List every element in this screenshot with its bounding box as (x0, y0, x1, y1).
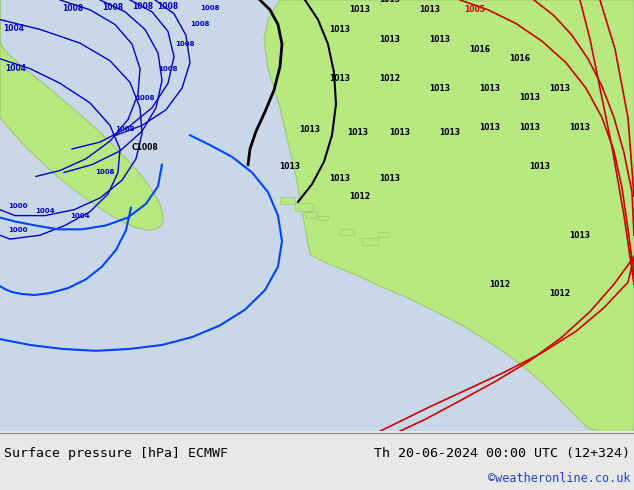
Polygon shape (305, 212, 317, 218)
Text: 1013: 1013 (380, 0, 401, 4)
Text: 1013: 1013 (519, 123, 541, 132)
Text: 1013: 1013 (439, 128, 460, 137)
Text: 1008: 1008 (200, 5, 219, 11)
Text: 1013: 1013 (330, 25, 351, 34)
Text: 1008: 1008 (158, 66, 178, 72)
Text: 1013: 1013 (529, 162, 550, 171)
Text: 1008: 1008 (95, 169, 115, 174)
Polygon shape (0, 0, 163, 230)
Text: 1013: 1013 (519, 94, 541, 102)
Text: 1016: 1016 (470, 45, 491, 53)
Text: 1013: 1013 (479, 84, 500, 93)
Text: 1008: 1008 (157, 2, 178, 11)
Text: 1013: 1013 (330, 174, 351, 183)
Text: 1008: 1008 (115, 126, 134, 132)
Polygon shape (318, 216, 328, 220)
Polygon shape (378, 232, 388, 237)
Text: 1013: 1013 (420, 5, 441, 14)
Text: 1013: 1013 (479, 123, 500, 132)
Text: 1012: 1012 (349, 192, 370, 200)
Text: 1005: 1005 (465, 5, 486, 14)
Text: Th 20-06-2024 00:00 UTC (12+324): Th 20-06-2024 00:00 UTC (12+324) (374, 447, 630, 460)
Text: 1013: 1013 (299, 125, 321, 134)
Polygon shape (264, 0, 634, 431)
Text: 1012: 1012 (550, 290, 571, 298)
Text: 1004: 1004 (3, 24, 24, 32)
Text: 1012: 1012 (380, 74, 401, 83)
Text: 1013: 1013 (380, 174, 401, 183)
Text: 1013: 1013 (347, 128, 368, 137)
Text: 1013: 1013 (429, 35, 451, 44)
Text: 1013: 1013 (280, 162, 301, 171)
Text: 1004: 1004 (5, 64, 26, 73)
Text: 1008: 1008 (175, 41, 195, 47)
Text: 1016: 1016 (510, 54, 531, 63)
Text: 1013: 1013 (429, 84, 451, 93)
Text: 1008: 1008 (132, 2, 153, 11)
Text: 1013: 1013 (389, 128, 410, 137)
Text: 1004: 1004 (70, 213, 89, 219)
Polygon shape (280, 197, 295, 204)
Text: 1008: 1008 (102, 3, 123, 12)
Text: ©weatheronline.co.uk: ©weatheronline.co.uk (488, 472, 630, 485)
Polygon shape (340, 229, 354, 235)
Text: C1008: C1008 (132, 143, 158, 151)
Text: 1008: 1008 (62, 4, 83, 13)
Text: 1012: 1012 (489, 280, 510, 289)
Text: 1013: 1013 (349, 5, 370, 14)
Text: 1013: 1013 (550, 84, 571, 93)
Text: 1000: 1000 (8, 203, 27, 209)
Text: 1004: 1004 (35, 208, 55, 214)
Text: 1008: 1008 (135, 95, 155, 101)
Text: 1000: 1000 (8, 227, 27, 233)
Text: 1013: 1013 (569, 231, 590, 240)
Text: 1013: 1013 (569, 123, 590, 132)
Text: Surface pressure [hPa] ECMWF: Surface pressure [hPa] ECMWF (4, 447, 228, 460)
Text: 1008: 1008 (190, 22, 209, 27)
Polygon shape (362, 238, 378, 245)
Text: 1013: 1013 (330, 74, 351, 83)
Text: 1013: 1013 (380, 35, 401, 44)
Polygon shape (295, 203, 313, 211)
